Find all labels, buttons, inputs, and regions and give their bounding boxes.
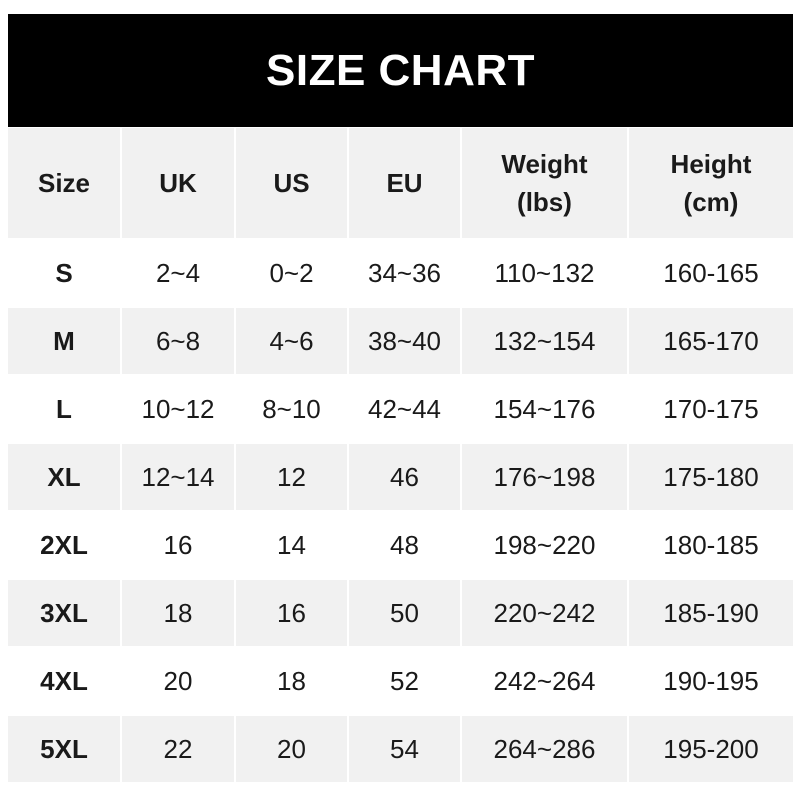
column-header-text: Height <box>670 149 752 179</box>
column-header: Size <box>8 128 120 238</box>
table-row: 2XL 16 14 48 198~220 180-185 <box>8 512 793 578</box>
table-cell: 20 <box>122 648 234 714</box>
table-cell: 54 <box>349 716 460 782</box>
table-cell: 20 <box>236 716 347 782</box>
table-cell: 4~6 <box>236 308 347 374</box>
size-label: 4XL <box>8 648 120 714</box>
table-cell: 198~220 <box>462 512 627 578</box>
table-cell: 165-170 <box>629 308 793 374</box>
column-header-text: Weight <box>501 149 588 179</box>
table-cell: 0~2 <box>236 240 347 306</box>
column-header: Weight (lbs) <box>462 128 627 238</box>
table-cell: 22 <box>122 716 234 782</box>
table-cell: 42~44 <box>349 376 460 442</box>
table-cell: 160-165 <box>629 240 793 306</box>
table-cell: 16 <box>236 580 347 646</box>
column-header-text: (lbs) <box>517 187 572 217</box>
column-header-text: EU <box>386 168 423 198</box>
size-label: 5XL <box>8 716 120 782</box>
table-cell: 12 <box>236 444 347 510</box>
table-cell: 154~176 <box>462 376 627 442</box>
table-row: 4XL 20 18 52 242~264 190-195 <box>8 648 793 714</box>
table-cell: 2~4 <box>122 240 234 306</box>
table-row: XL 12~14 12 46 176~198 175-180 <box>8 444 793 510</box>
size-chart: SIZE CHART Size UK US EU Weight (lbs) Height (c… <box>8 14 793 784</box>
table-cell: 18 <box>236 648 347 714</box>
table-cell: 180-185 <box>629 512 793 578</box>
table-cell: 242~264 <box>462 648 627 714</box>
size-table: Size UK US EU Weight (lbs) Height (cm) S 2~4 0~2 3… <box>6 126 795 784</box>
size-label: 3XL <box>8 580 120 646</box>
table-row: M 6~8 4~6 38~40 132~154 165-170 <box>8 308 793 374</box>
table-cell: 34~36 <box>349 240 460 306</box>
table-cell: 12~14 <box>122 444 234 510</box>
table-cell: 110~132 <box>462 240 627 306</box>
table-row: 3XL 18 16 50 220~242 185-190 <box>8 580 793 646</box>
size-label: 2XL <box>8 512 120 578</box>
size-label: XL <box>8 444 120 510</box>
table-cell: 50 <box>349 580 460 646</box>
table-cell: 16 <box>122 512 234 578</box>
column-header-text: (cm) <box>683 187 739 217</box>
header-row: Size UK US EU Weight (lbs) Height (cm) <box>8 128 793 238</box>
table-cell: 38~40 <box>349 308 460 374</box>
size-label: S <box>8 240 120 306</box>
table-cell: 220~242 <box>462 580 627 646</box>
table-cell: 14 <box>236 512 347 578</box>
table-cell: 8~10 <box>236 376 347 442</box>
column-header-text: US <box>273 168 310 198</box>
table-row: L 10~12 8~10 42~44 154~176 170-175 <box>8 376 793 442</box>
column-header: US <box>236 128 347 238</box>
table-cell: 176~198 <box>462 444 627 510</box>
column-header: EU <box>349 128 460 238</box>
table-cell: 10~12 <box>122 376 234 442</box>
table-cell: 195-200 <box>629 716 793 782</box>
table-cell: 48 <box>349 512 460 578</box>
table-cell: 175-180 <box>629 444 793 510</box>
table-cell: 170-175 <box>629 376 793 442</box>
column-header: Height (cm) <box>629 128 793 238</box>
column-header: UK <box>122 128 234 238</box>
table-cell: 185-190 <box>629 580 793 646</box>
table-cell: 18 <box>122 580 234 646</box>
table-cell: 46 <box>349 444 460 510</box>
table-cell: 52 <box>349 648 460 714</box>
chart-title: SIZE CHART <box>8 14 793 127</box>
table-cell: 6~8 <box>122 308 234 374</box>
column-header-text: UK <box>159 168 197 198</box>
column-header-text: Size <box>37 168 91 198</box>
table-cell: 132~154 <box>462 308 627 374</box>
table-row: 5XL 22 20 54 264~286 195-200 <box>8 716 793 782</box>
table-cell: 264~286 <box>462 716 627 782</box>
table-cell: 190-195 <box>629 648 793 714</box>
size-label: L <box>8 376 120 442</box>
table-row: S 2~4 0~2 34~36 110~132 160-165 <box>8 240 793 306</box>
size-label: M <box>8 308 120 374</box>
